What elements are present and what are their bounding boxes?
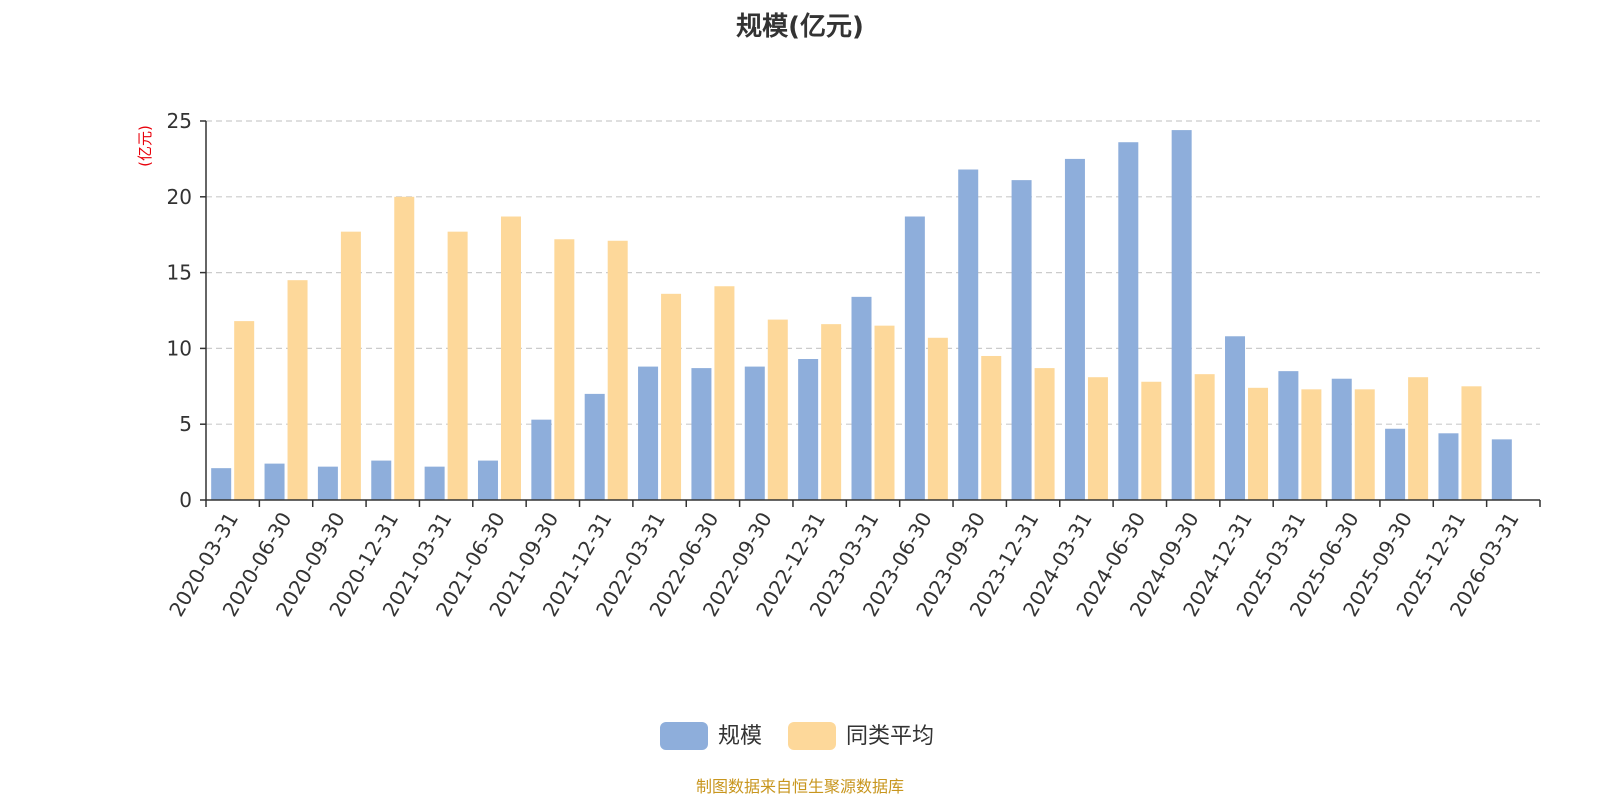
bar-series-0[interactable]	[691, 368, 712, 500]
bar-series-0[interactable]	[211, 468, 232, 500]
bar-series-0[interactable]	[958, 169, 979, 500]
bar-series-0[interactable]	[1278, 371, 1299, 500]
bar-series-0[interactable]	[1118, 142, 1139, 500]
bar-series-0[interactable]	[1331, 378, 1352, 500]
y-tick-label: 20	[167, 185, 192, 209]
bar-series-1[interactable]	[234, 321, 255, 500]
bar-series-1[interactable]	[821, 324, 842, 500]
bar-series-1[interactable]	[1354, 389, 1375, 500]
bar-series-0[interactable]	[264, 463, 285, 500]
bar-series-1[interactable]	[714, 286, 735, 500]
legend-label-series-1: 同类平均	[846, 724, 934, 749]
bar-series-1[interactable]	[394, 196, 415, 501]
legend-label-series-0: 规模	[718, 724, 762, 749]
bar-series-0[interactable]	[798, 359, 819, 500]
bar-series-0[interactable]	[638, 366, 659, 500]
bar-series-1[interactable]	[1461, 386, 1482, 500]
y-tick-label: 0	[179, 488, 192, 512]
bar-series-1[interactable]	[1194, 374, 1215, 500]
bar-series-0[interactable]	[1491, 439, 1512, 500]
bar-series-1[interactable]	[874, 325, 895, 500]
legend-swatch-series-1	[788, 722, 836, 750]
bar-series-1[interactable]	[1408, 377, 1429, 500]
bar-series-1[interactable]	[1301, 389, 1322, 500]
bar-series-0[interactable]	[744, 366, 765, 500]
bar-series-1[interactable]	[447, 231, 468, 500]
bar-series-1[interactable]	[607, 240, 628, 501]
bar-series-0[interactable]	[1438, 433, 1459, 500]
bar-series-1[interactable]	[500, 216, 521, 500]
bar-series-0[interactable]	[1064, 158, 1085, 500]
y-tick-label: 10	[167, 336, 192, 360]
bar-series-0[interactable]	[317, 466, 338, 500]
bar-series-1[interactable]	[1087, 377, 1108, 500]
legend-item-series-1[interactable]: 同类平均	[788, 722, 934, 750]
bar-series-1[interactable]	[340, 231, 361, 500]
y-tick-label: 25	[167, 109, 192, 133]
bar-series-0[interactable]	[424, 466, 445, 500]
bar-series-0[interactable]	[1225, 336, 1246, 500]
data-source-note: 制图数据来自恒生聚源数据库	[696, 777, 904, 796]
y-tick-label: 15	[167, 261, 192, 285]
bar-series-1[interactable]	[1141, 381, 1162, 500]
legend-swatch-series-0	[660, 722, 708, 750]
bar-series-1[interactable]	[554, 239, 575, 501]
bar-series-1[interactable]	[767, 319, 788, 500]
chart-title: 规模(亿元)	[736, 12, 864, 42]
bar-series-0[interactable]	[1011, 180, 1032, 500]
bar-series-1[interactable]	[927, 337, 948, 500]
legend-item-series-0[interactable]: 规模	[660, 722, 762, 750]
bar-series-1[interactable]	[981, 355, 1002, 500]
legend: 规模 同类平均	[660, 722, 934, 750]
bar-series-0[interactable]	[1171, 130, 1192, 500]
bar-series-0[interactable]	[531, 419, 552, 500]
bar-series-0[interactable]	[1385, 428, 1406, 500]
bar-series-0[interactable]	[584, 393, 605, 500]
bar-series-0[interactable]	[371, 460, 392, 500]
bar-series-1[interactable]	[287, 280, 308, 500]
bar-series-1[interactable]	[1248, 387, 1269, 500]
bars	[211, 130, 1512, 501]
y-axis-unit-label: (亿元)	[136, 125, 154, 167]
y-tick-label: 5	[179, 412, 192, 436]
bar-series-1[interactable]	[1034, 368, 1055, 500]
bar-series-0[interactable]	[477, 460, 498, 500]
bar-series-0[interactable]	[851, 296, 872, 500]
bar-series-0[interactable]	[904, 216, 925, 500]
bar-series-1[interactable]	[661, 293, 682, 500]
